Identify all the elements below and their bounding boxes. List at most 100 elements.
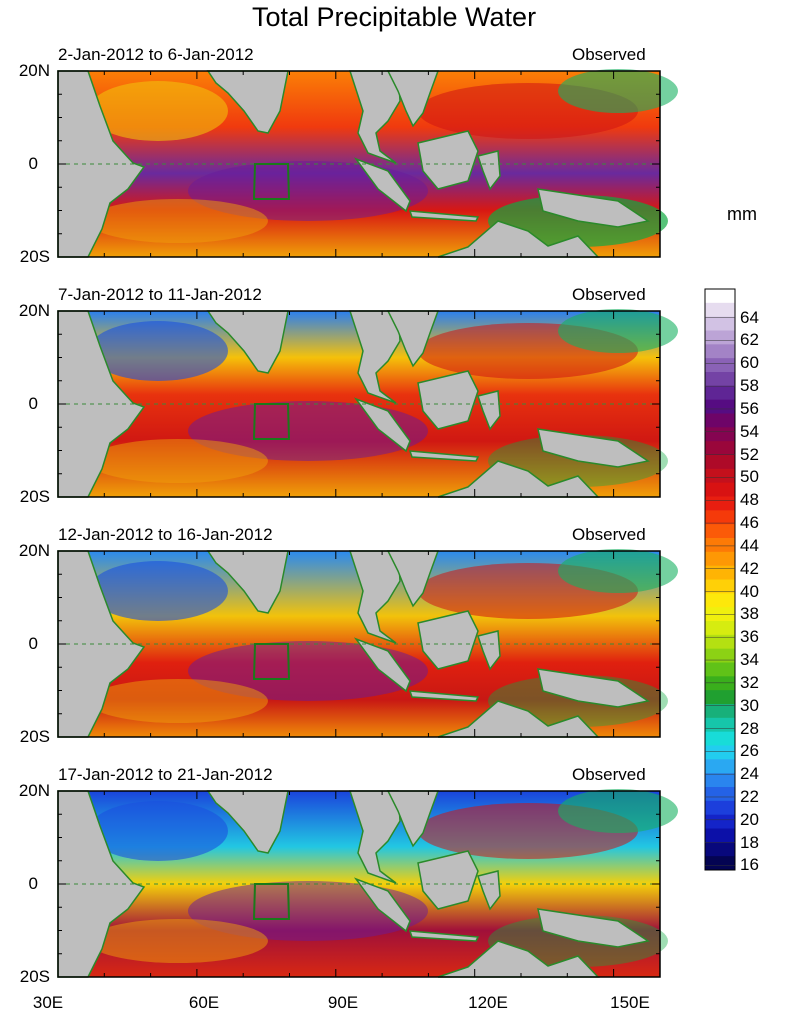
colorbar-label-14: 36 (740, 627, 759, 647)
land-4 (417, 130, 479, 190)
lat-20n-3: 20N (18, 541, 50, 560)
panel-date-3: 12-Jan-2012 to 16-Jan-2012 (58, 525, 273, 544)
map-panel-2 (57, 309, 678, 498)
land-1 (206, 550, 289, 614)
colorbar-label-18: 28 (740, 718, 759, 738)
panel-status-4: Observed (572, 765, 646, 784)
colorbar-label-17: 30 (740, 695, 759, 715)
units-label: mm (727, 204, 757, 224)
panel-date-2: 7-Jan-2012 to 11-Jan-2012 (58, 285, 262, 304)
land-6 (408, 930, 480, 942)
panel-status-1: Observed (572, 45, 646, 64)
land-9 (477, 630, 501, 671)
colorbar-swatch-40 (705, 842, 735, 857)
land-6 (408, 690, 480, 702)
colorbar-swatch-34 (705, 759, 735, 774)
colorbar-swatch-4 (705, 344, 735, 359)
colorbar-swatch-6 (705, 372, 735, 387)
lat-20s-2: 20S (19, 487, 50, 506)
colorbar-swatch-20 (705, 565, 735, 580)
colorbar-swatch-39 (705, 828, 735, 843)
panel-date-4: 17-Jan-2012 to 21-Jan-2012 (58, 765, 273, 784)
land-9 (477, 150, 501, 191)
colorbar-label-16: 32 (740, 672, 759, 692)
colorbar-swatch-11 (705, 441, 735, 456)
land-1 (206, 790, 289, 854)
colorbar-swatch-33 (705, 745, 735, 760)
colorbar-label-19: 26 (740, 741, 759, 761)
colorbar-swatch-24 (705, 621, 735, 636)
colorbar-label-6: 52 (740, 444, 759, 464)
land-8 (437, 460, 600, 498)
lat-20s-3: 20S (19, 727, 50, 746)
colorbar-label-9: 46 (740, 513, 759, 533)
colorbar-swatch-10 (705, 427, 735, 442)
lat-0-4: 0 (28, 874, 38, 893)
colorbar-label-22: 20 (740, 809, 759, 829)
land-7 (537, 428, 650, 468)
colorbar-swatch-29 (705, 690, 735, 705)
land-8 (437, 220, 600, 258)
land-9 (477, 870, 501, 911)
lat-20n-4: 20N (18, 781, 50, 800)
colorbar-label-4: 56 (740, 398, 759, 418)
land-8 (437, 700, 600, 738)
colorbar-swatch-3 (705, 330, 735, 345)
panel-status-2: Observed (572, 285, 646, 304)
colorbar-label-12: 40 (740, 581, 759, 601)
colorbar-label-5: 54 (740, 421, 759, 441)
colorbar-swatch-28 (705, 676, 735, 691)
land-8 (437, 940, 600, 978)
colorbar-swatch-2 (705, 316, 735, 331)
map-panel-3 (57, 549, 678, 738)
lat-0-2: 0 (28, 394, 38, 413)
colorbar-label-2: 60 (740, 353, 759, 373)
land-5 (353, 397, 411, 453)
land-7 (537, 668, 650, 708)
colorbar-swatch-19 (705, 551, 735, 567)
colorbar-label-1: 62 (740, 330, 759, 350)
colorbar-swatch-25 (705, 634, 735, 650)
colorbar-swatch-35 (705, 773, 735, 788)
lat-20s-4: 20S (19, 967, 50, 986)
land-3 (386, 550, 440, 608)
colorbar-label-24: 16 (740, 855, 759, 875)
colorbar-swatch-38 (705, 814, 735, 829)
colorbar-label-10: 44 (740, 535, 759, 555)
colorbar-label-7: 50 (740, 467, 759, 487)
panel-status-3: Observed (572, 525, 646, 544)
land-3 (386, 790, 440, 848)
land-1 (206, 310, 289, 374)
colorbar-swatch-18 (705, 538, 735, 553)
colorbar-swatch-21 (705, 579, 735, 594)
colorbar-swatch-1 (705, 302, 735, 318)
lon-label-3: 120E (468, 993, 508, 1012)
colorbar-label-21: 22 (740, 786, 759, 806)
land-5 (353, 877, 411, 933)
lon-label-4: 150E (610, 993, 650, 1012)
panel-date-1: 2-Jan-2012 to 6-Jan-2012 (58, 45, 254, 64)
colorbar-label-8: 48 (740, 490, 759, 510)
colorbar-swatch-7 (705, 385, 735, 401)
colorbar-swatch-14 (705, 482, 735, 497)
chart-title: Total Precipitable Water (251, 2, 537, 32)
colorbar-label-11: 42 (740, 558, 759, 578)
colorbar-swatch-22 (705, 593, 735, 608)
colorbar-swatch-9 (705, 413, 735, 428)
land-7 (537, 188, 650, 228)
land-3 (386, 310, 440, 368)
colorbar (704, 288, 736, 871)
colorbar-label-20: 24 (740, 764, 759, 784)
colorbar-swatch-27 (705, 662, 735, 677)
land-4 (417, 610, 479, 670)
colorbar-swatch-5 (705, 358, 735, 373)
colorbar-swatch-13 (705, 468, 735, 484)
colorbar-swatch-12 (705, 455, 735, 470)
colorbar-label-3: 58 (740, 376, 759, 396)
lat-20s-1: 20S (19, 247, 50, 266)
colorbar-label-13: 38 (740, 604, 759, 624)
lat-0-3: 0 (28, 634, 38, 653)
colorbar-swatch-37 (705, 800, 735, 816)
land-3 (386, 70, 440, 128)
